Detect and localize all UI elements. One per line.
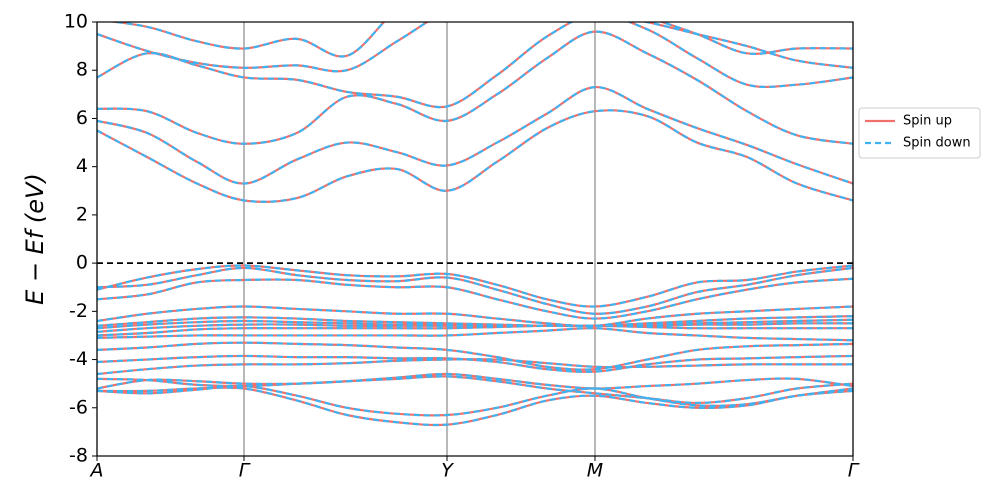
band-line [97, 324, 853, 337]
band-line [97, 375, 853, 405]
band-line [97, 327, 853, 342]
y-tick-label: 0 [76, 252, 88, 274]
x-tick-label: Γ [239, 460, 251, 482]
band-line [97, 30, 853, 145]
band-line [97, 322, 853, 333]
y-tick-label: 6 [76, 107, 88, 129]
band-line [97, 277, 853, 320]
band-line [97, 30, 853, 145]
y-tick-label: -6 [69, 396, 88, 418]
y-tick-label: -2 [69, 300, 88, 322]
x-tick-label: Γ [848, 460, 860, 482]
y-tick-label: 10 [64, 11, 88, 33]
band-line [107, 22, 853, 58]
band-line [97, 264, 853, 308]
x-tick-label: M [587, 460, 603, 482]
y-tick-label: 8 [76, 59, 88, 81]
band-line [97, 372, 853, 390]
band-line [97, 358, 853, 376]
legend-label: Spin down [903, 136, 971, 151]
y-axis-label: E − Ef (eV) [21, 173, 49, 305]
band-line [97, 386, 853, 427]
y-tick-label: -4 [69, 348, 88, 370]
plot-frame [96, 21, 854, 457]
bands [97, 22, 853, 427]
x-tick-label: A [89, 460, 104, 482]
band-line [97, 22, 853, 73]
band-line [97, 358, 853, 376]
band-line [97, 341, 853, 371]
legend-label: Spin up [903, 114, 952, 129]
band-line [97, 22, 853, 73]
band-line [97, 315, 853, 328]
band-line [97, 22, 853, 109]
band-line [97, 85, 853, 185]
y-tick-label: 2 [76, 203, 88, 225]
band-line [97, 384, 853, 417]
band-line [97, 305, 853, 328]
y-tick-label: -8 [69, 445, 88, 467]
band-line [97, 266, 853, 315]
x-tick-label: Y [441, 460, 454, 482]
band-line [107, 22, 853, 58]
band-line [97, 22, 853, 109]
y-tick-label: 4 [76, 155, 88, 177]
band-line [97, 109, 853, 203]
